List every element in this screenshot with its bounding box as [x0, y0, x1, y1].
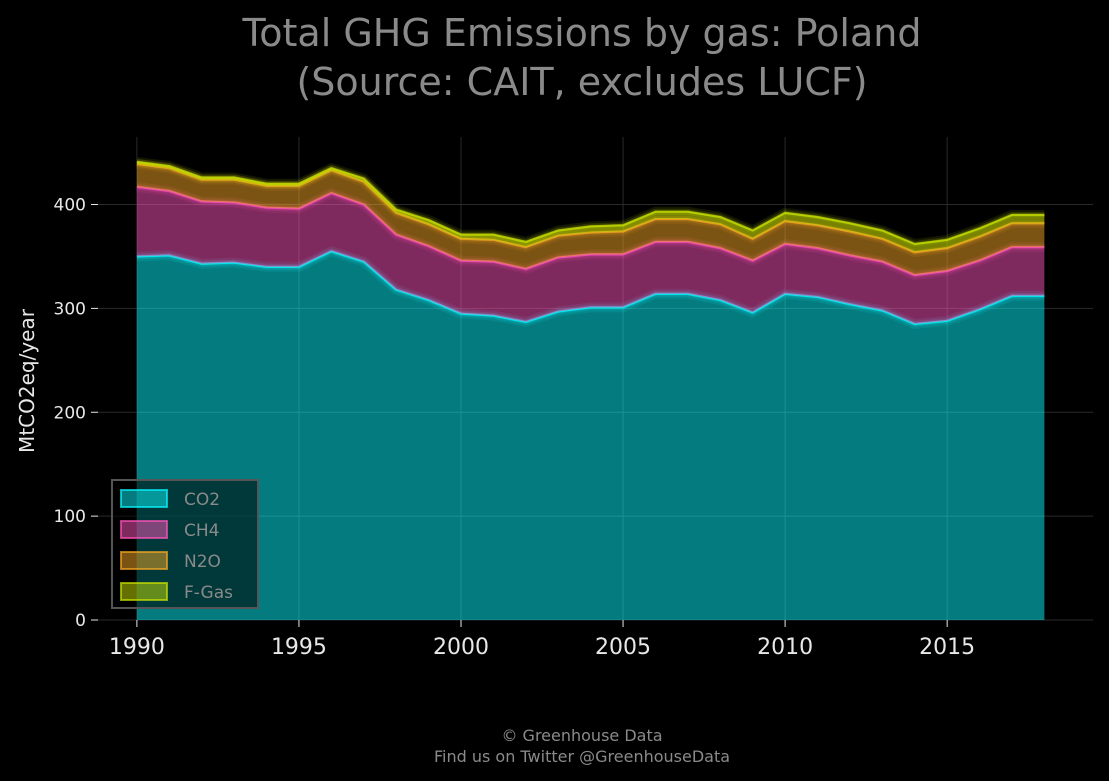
data-point-f-gas [752, 229, 754, 231]
legend-label-n2o: N2O [184, 552, 221, 572]
data-point-f-gas [946, 239, 948, 241]
data-point-f-gas [557, 229, 559, 231]
footer-copyright: © Greenhouse Data [501, 726, 662, 745]
data-point-f-gas [784, 212, 786, 214]
legend-label-ch4: CH4 [184, 521, 219, 541]
data-point-f-gas [363, 178, 365, 180]
legend: CO2 CH4 N2O F-Gas [111, 479, 259, 609]
y-tick-label: 0 [75, 611, 86, 631]
plot-area [136, 156, 1045, 621]
data-point-f-gas [492, 234, 494, 236]
data-point-f-gas [330, 167, 332, 169]
legend-label-f-gas: F-Gas [184, 583, 233, 603]
data-point-f-gas [233, 177, 235, 179]
y-tick-label: 300 [54, 299, 86, 319]
y-tick-label: 100 [54, 507, 86, 527]
data-point-f-gas [1043, 214, 1045, 216]
data-point-f-gas [914, 243, 916, 245]
x-tick-label: 2015 [919, 635, 975, 660]
chart-title-line-2: (Source: CAIT, excludes LUCF) [296, 60, 867, 104]
data-point-f-gas [460, 234, 462, 236]
x-tick-label: 1990 [109, 635, 165, 660]
series-f-gas-line [136, 160, 1045, 245]
data-point-f-gas [849, 222, 851, 224]
data-point-f-gas [979, 227, 981, 229]
y-tick-label: 200 [54, 403, 86, 423]
chart-title-line-1: Total GHG Emissions by gas: Poland [242, 11, 922, 55]
data-point-f-gas [395, 209, 397, 211]
data-point-f-gas [622, 224, 624, 226]
data-point-f-gas [428, 219, 430, 221]
data-point-f-gas [881, 229, 883, 231]
data-point-f-gas [266, 183, 268, 185]
data-point-f-gas [654, 211, 656, 213]
series-n2o-area [136, 164, 1045, 276]
x-tick-label: 2010 [757, 635, 813, 660]
series-f-gas-area [136, 161, 1045, 253]
x-tick-label: 1995 [271, 635, 327, 660]
data-point-f-gas [1011, 214, 1013, 216]
footer-twitter: Find us on Twitter @GreenhouseData [434, 747, 730, 766]
series-f-gas [136, 156, 1045, 253]
y-tick-label: 400 [54, 196, 86, 216]
data-point-f-gas [136, 161, 138, 163]
legend-swatch-co2 [120, 489, 168, 508]
legend-swatch-ch4 [120, 520, 168, 539]
x-tick-label: 2000 [433, 635, 489, 660]
data-point-f-gas [687, 211, 689, 213]
data-point-f-gas [201, 177, 203, 179]
data-point-f-gas [525, 241, 527, 243]
legend-swatch-f-gas [120, 582, 168, 601]
axes: 1990 1995 2000 2005 2010 2015 0 100 200 300 400 [54, 196, 976, 660]
series-co2-area [136, 251, 1045, 621]
x-tick-label: 2005 [595, 635, 651, 660]
series-ch4-area [136, 186, 1045, 324]
data-point-f-gas [168, 165, 170, 167]
data-point-f-gas [719, 216, 721, 218]
legend-label-co2: CO2 [184, 490, 220, 510]
data-point-f-gas [298, 183, 300, 185]
data-point-f-gas [817, 216, 819, 218]
data-point-f-gas [590, 225, 592, 227]
legend-swatch-n2o [120, 551, 168, 570]
y-axis-label: MtCO2eq/year [15, 308, 39, 453]
